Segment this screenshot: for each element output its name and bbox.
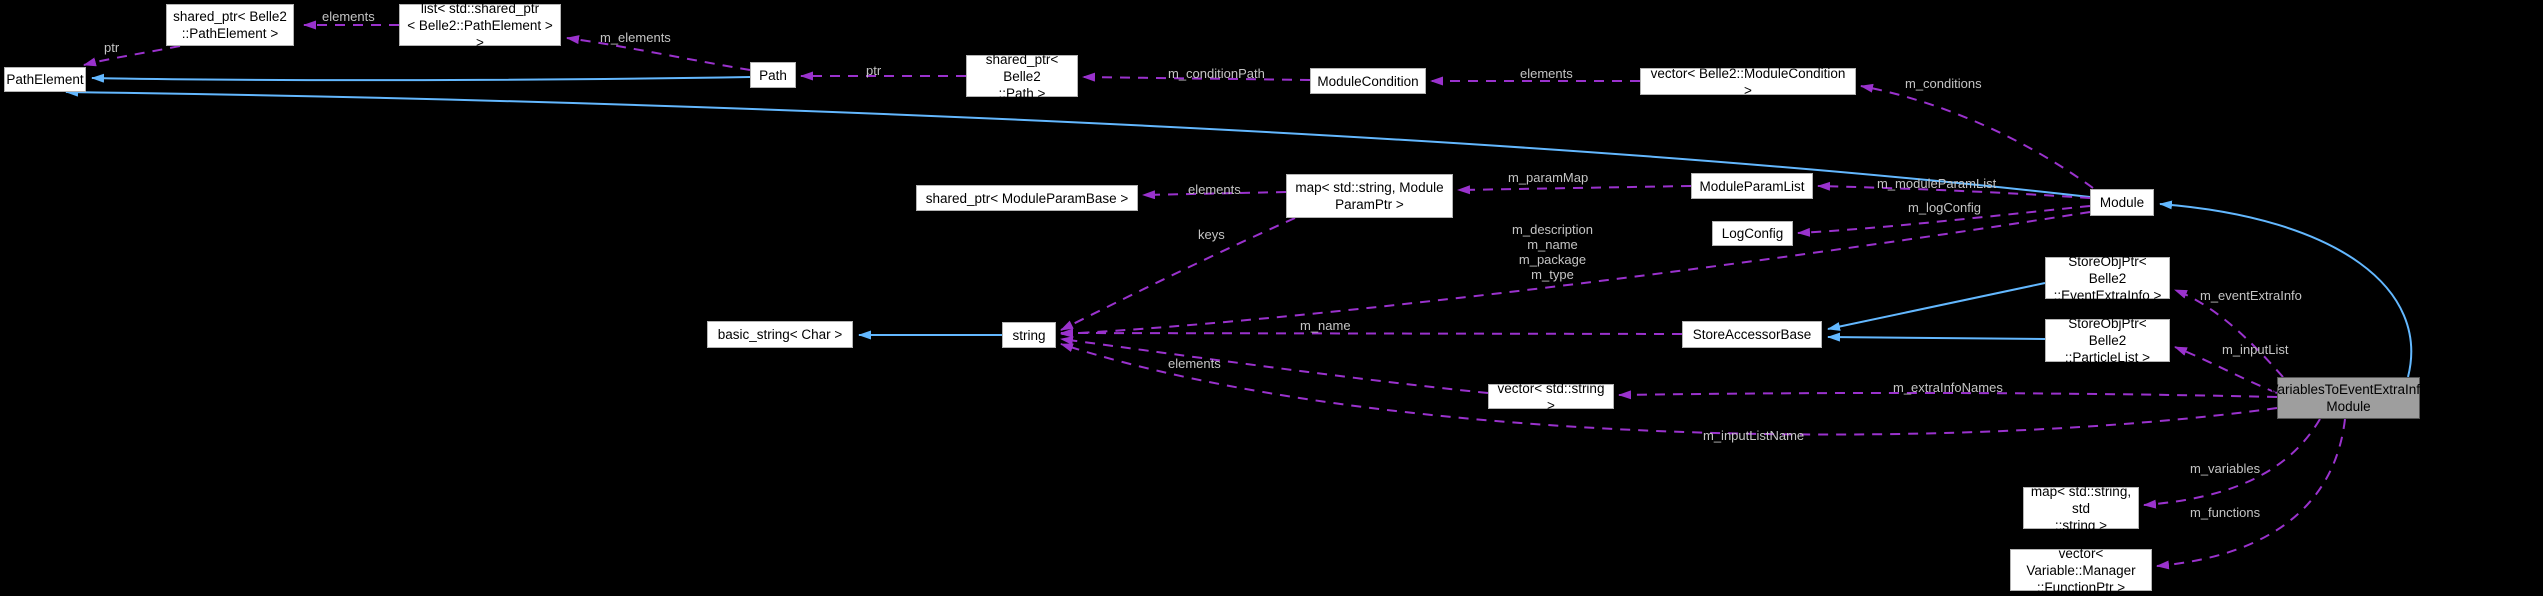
edge-inherit-varmodule-module [2159, 200, 2413, 378]
node-vector-belle2-module-condition[interactable]: vector< Belle2::ModuleCondition > [1640, 66, 1856, 98]
edge-module-string-members [1060, 211, 2091, 338]
edge-label-m-name: m_name [1300, 318, 1351, 333]
edge-label-elements-mc: elements [1520, 66, 1573, 81]
node-string[interactable]: string [1002, 322, 1056, 348]
edge-inherit-path-pathelement [91, 73, 751, 83]
edge-m-moduleparamlist [1817, 181, 2091, 199]
node-shared-ptr-path-element[interactable]: shared_ptr< Belle2 ::PathElement > [166, 4, 294, 46]
edge-m-functions [2156, 418, 2346, 570]
edge-inherit-module-pathelement [65, 87, 2091, 198]
edge-m-logconfig [1797, 205, 2091, 237]
edge-label-m-extrainfonames: m_extraInfoNames [1893, 380, 2003, 395]
edge-label-m-eventextrainfo: m_eventExtraInfo [2200, 288, 2302, 303]
node-module-condition[interactable]: ModuleCondition [1310, 68, 1426, 94]
node-variables-to-event-extra-info-module: VariablesToEventExtraInfo Module [2269, 377, 2428, 419]
node-store-obj-ptr-particle-list[interactable]: StoreObjPtr< Belle2 ::ParticleList > [2045, 316, 2170, 365]
node-shared-ptr-module-param-base[interactable]: shared_ptr< ModuleParamBase > [916, 185, 1138, 211]
node-module[interactable]: Module [2090, 189, 2154, 216]
edge-label-elements-top: elements [322, 9, 375, 24]
edge-m-elements-path-list [566, 35, 751, 71]
node-path-element[interactable]: PathElement [4, 67, 86, 92]
node-vector-function-ptr[interactable]: vector< Variable::Manager ::FunctionPtr … [2010, 546, 2152, 595]
node-store-accessor-base[interactable]: StoreAccessorBase [1682, 321, 1822, 348]
node-basic-string-char[interactable]: basic_string< Char > [707, 321, 853, 348]
edge-label-keys: keys [1198, 227, 1225, 242]
node-map-string-string[interactable]: map< std::string, std ::string > [2023, 484, 2139, 533]
node-store-obj-ptr-event-extra-info[interactable]: StoreObjPtr< Belle2 ::EventExtraInfo > [2045, 254, 2170, 303]
node-shared-ptr-belle2-path[interactable]: shared_ptr< Belle2 ::Path > [966, 52, 1078, 101]
edge-label-module-string-members: m_description m_name m_package m_type [1512, 222, 1593, 282]
edge-label-elements-param: elements [1188, 182, 1241, 197]
edge-elements-map-sharedptrparambase [1142, 190, 1287, 200]
edge-m-extrainfonames [1618, 390, 2278, 400]
edge-inherit-storeobjptr-event-storeaccessor [1827, 282, 2046, 331]
edge-label-m-inputlistname: m_inputListName [1703, 428, 1805, 443]
edge-m-parammap [1457, 185, 1692, 195]
edge-inherit-storeobjptr-particle-storeaccessor [1827, 332, 2046, 342]
edge-m-inputlist [2174, 346, 2278, 394]
edge-m-variables [2143, 418, 2321, 509]
node-path[interactable]: Path [750, 62, 796, 88]
edge-label-ptr-2: ptr [866, 63, 882, 78]
edge-label-m-logconfig: m_logConfig [1908, 200, 1981, 215]
node-vector-std-string[interactable]: vector< std::string > [1488, 381, 1614, 413]
edge-m-inputlistname [1060, 343, 2278, 436]
node-log-config[interactable]: LogConfig [1712, 221, 1793, 246]
node-module-param-list[interactable]: ModuleParamList [1691, 173, 1813, 199]
edge-label-m-conditions: m_conditions [1905, 76, 1982, 91]
edge-label-m-parammap: m_paramMap [1508, 170, 1589, 185]
edge-ptr-sharedptr-pathelement [83, 45, 181, 67]
edge-m-conditions [1860, 83, 2094, 189]
node-map-string-module-param-ptr[interactable]: map< std::string, Module ParamPtr > [1286, 174, 1453, 218]
edge-label-m-variables: m_variables [2190, 461, 2261, 476]
edge-label-m-moduleparamlist: m_moduleParamList [1877, 176, 1997, 191]
edge-m-eventextrainfo [2174, 289, 2284, 378]
edge-label-elements-vecstr: elements [1168, 356, 1221, 371]
edge-label-ptr-1: ptr [104, 40, 120, 55]
edge-elements-vectorstring-string [1060, 336, 1489, 394]
node-list-shared-ptr-path-element[interactable]: list< std::shared_ptr < Belle2::PathElem… [399, 1, 561, 50]
edge-label-m-inputlist: m_inputList [2222, 342, 2289, 357]
edge-label-m-conditionpath: m_conditionPath [1168, 66, 1265, 81]
edge-label-m-functions: m_functions [2190, 505, 2261, 520]
edge-m-name-storeaccessor-string [1060, 328, 1683, 338]
edge-keys-map-string [1060, 217, 1296, 331]
edge-m-conditionpath [1082, 72, 1311, 82]
edge-label-m-elements: m_elements [600, 30, 671, 45]
